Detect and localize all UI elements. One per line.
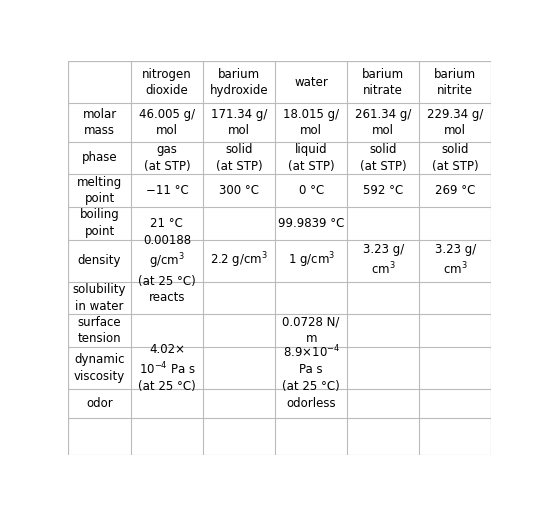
Text: solid
(at STP): solid (at STP) xyxy=(360,143,407,173)
Text: water: water xyxy=(294,76,328,89)
Text: dynamic
viscosity: dynamic viscosity xyxy=(74,353,125,383)
Text: 2.2 g/cm$^3$: 2.2 g/cm$^3$ xyxy=(210,251,268,270)
Text: 3.23 g/
cm$^3$: 3.23 g/ cm$^3$ xyxy=(435,243,476,278)
Text: odorless: odorless xyxy=(286,397,336,410)
Text: 300 °C: 300 °C xyxy=(219,184,259,197)
Text: barium
hydroxide: barium hydroxide xyxy=(210,67,268,97)
Text: 8.9×10$^{-4}$
Pa s
(at 25 °C): 8.9×10$^{-4}$ Pa s (at 25 °C) xyxy=(282,343,340,393)
Text: odor: odor xyxy=(86,397,113,410)
Text: solid
(at STP): solid (at STP) xyxy=(216,143,262,173)
Text: 261.34 g/
mol: 261.34 g/ mol xyxy=(355,108,412,137)
Text: density: density xyxy=(78,254,121,267)
Text: 4.02×
10$^{-4}$ Pa s
(at 25 °C): 4.02× 10$^{-4}$ Pa s (at 25 °C) xyxy=(138,342,196,393)
Text: liquid
(at STP): liquid (at STP) xyxy=(288,143,335,173)
Text: 0.00188
g/cm$^3$
(at 25 °C): 0.00188 g/cm$^3$ (at 25 °C) xyxy=(138,234,196,288)
Text: nitrogen
dioxide: nitrogen dioxide xyxy=(142,67,192,97)
Text: 99.9839 °C: 99.9839 °C xyxy=(278,217,345,230)
Text: 18.015 g/
mol: 18.015 g/ mol xyxy=(283,108,339,137)
Text: 592 °C: 592 °C xyxy=(363,184,403,197)
Text: 0.0728 N/
m: 0.0728 N/ m xyxy=(282,316,340,345)
Text: surface
tension: surface tension xyxy=(78,316,121,345)
Text: −11 °C: −11 °C xyxy=(146,184,188,197)
Text: melting
point: melting point xyxy=(77,176,122,205)
Text: barium
nitrite: barium nitrite xyxy=(434,67,477,97)
Text: solubility
in water: solubility in water xyxy=(73,283,126,313)
Text: 0 °C: 0 °C xyxy=(299,184,324,197)
Text: 21 °C: 21 °C xyxy=(151,217,183,230)
Text: barium
nitrate: barium nitrate xyxy=(362,67,404,97)
Text: 171.34 g/
mol: 171.34 g/ mol xyxy=(211,108,267,137)
Text: boiling
point: boiling point xyxy=(80,208,120,238)
Text: 1 g/cm$^3$: 1 g/cm$^3$ xyxy=(288,251,335,270)
Text: phase: phase xyxy=(82,151,117,165)
Text: gas
(at STP): gas (at STP) xyxy=(144,143,190,173)
Text: 46.005 g/
mol: 46.005 g/ mol xyxy=(139,108,195,137)
Text: 3.23 g/
cm$^3$: 3.23 g/ cm$^3$ xyxy=(363,243,404,278)
Text: solid
(at STP): solid (at STP) xyxy=(432,143,479,173)
Text: molar
mass: molar mass xyxy=(82,108,117,137)
Text: reacts: reacts xyxy=(149,291,185,305)
Text: 229.34 g/
mol: 229.34 g/ mol xyxy=(427,108,484,137)
Text: 269 °C: 269 °C xyxy=(435,184,476,197)
